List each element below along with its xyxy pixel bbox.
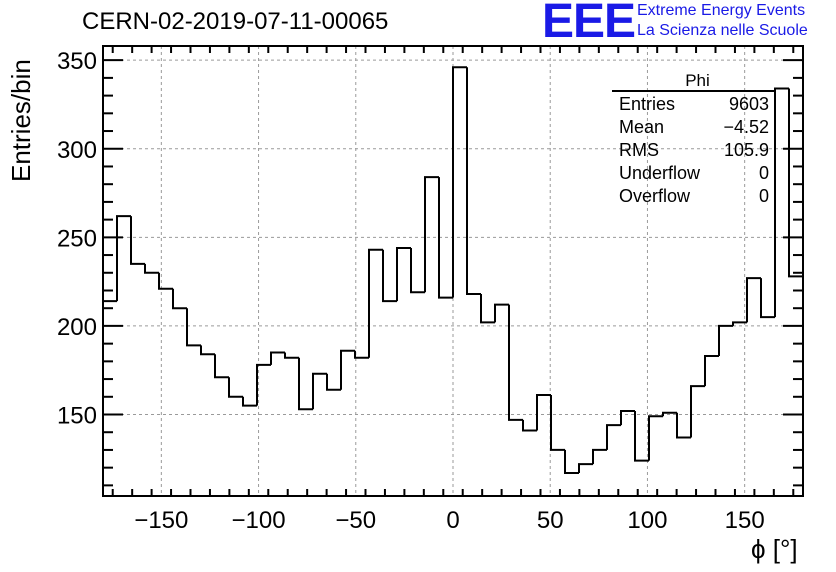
histogram-bin <box>732 321 747 326</box>
histogram-bin <box>326 373 341 391</box>
x-tick-label: −100 <box>232 507 286 534</box>
histogram-bin <box>172 288 187 310</box>
histogram-bin <box>158 272 173 290</box>
y-tick-label: 150 <box>57 403 97 430</box>
x-tick-label: 150 <box>725 507 765 534</box>
histogram-bin <box>774 87 789 318</box>
histogram-bin <box>298 357 313 411</box>
histogram-bin <box>550 395 565 451</box>
histogram-bin <box>690 385 705 438</box>
histogram-bin <box>466 67 481 296</box>
histogram-bin <box>144 263 159 274</box>
plot-frame <box>102 45 804 497</box>
histogram-bin <box>452 66 467 298</box>
histogram-bin <box>396 246 411 302</box>
histogram-bin <box>116 215 131 302</box>
histogram-bin <box>760 278 775 319</box>
histogram-bin <box>634 410 649 462</box>
axis-ticks <box>103 46 803 496</box>
histogram-bin <box>186 308 201 347</box>
histogram-bin <box>382 249 397 303</box>
histogram-bin <box>620 409 635 426</box>
logo-caption-line2: La Scienza nelle Scuole <box>637 22 808 39</box>
histogram-bin <box>228 377 243 398</box>
y-axis-label: Entries/bin <box>6 59 36 182</box>
stats-row-label: Overflow <box>619 186 691 206</box>
y-tick-label: 250 <box>57 225 97 252</box>
stats-box-title: Phi <box>685 71 710 90</box>
histogram-bin <box>564 449 579 474</box>
stats-row-label: Mean <box>619 117 664 137</box>
histogram-bin <box>284 352 299 359</box>
eee-logo-mark: EEE <box>542 0 636 48</box>
chart-title: CERN-02-2019-07-11-00065 <box>82 8 389 35</box>
histogram-bin <box>606 424 621 450</box>
stats-row-label: Entries <box>619 94 675 114</box>
grid-lines <box>103 46 803 496</box>
stats-row-value: 105.9 <box>724 140 769 160</box>
stats-row-label: RMS <box>619 140 659 160</box>
stats-row-value: −4.52 <box>723 117 769 137</box>
histogram-bin <box>788 88 803 278</box>
histogram-bin <box>704 355 719 387</box>
axis-tick-labels: −150 −100 −50 0 50 100 150 150 200 250 300 350 <box>57 48 765 534</box>
x-tick-label: −150 <box>134 507 188 534</box>
stats-row-value: 0 <box>759 186 769 206</box>
histogram-bin <box>494 303 509 323</box>
x-axis-label: ϕ [°] <box>751 534 798 564</box>
histogram-bin <box>438 177 453 299</box>
stats-row-value: 0 <box>759 163 769 183</box>
histogram-bin <box>130 216 145 265</box>
histogram-bin <box>676 412 691 439</box>
histogram-bin <box>200 345 215 356</box>
histogram-bin <box>214 354 229 379</box>
histogram-bin <box>340 349 355 390</box>
histogram-bin <box>718 324 733 357</box>
histogram-bin <box>648 415 663 461</box>
histogram-bin <box>662 411 677 417</box>
histogram-bin <box>424 176 439 293</box>
y-tick-label: 200 <box>57 314 97 341</box>
x-tick-label: 0 <box>446 507 459 534</box>
histogram-bin <box>242 396 257 407</box>
x-tick-label: 100 <box>627 507 667 534</box>
histogram-bin <box>354 350 369 359</box>
y-tick-label: 300 <box>57 137 97 164</box>
stats-box: Phi Entries 9603 Mean −4.52 RMS 105.9 Underflo… <box>612 71 775 206</box>
logo-caption-line1: Extreme Energy Events <box>637 2 806 19</box>
histogram-bin <box>368 248 383 358</box>
eee-logo: EEE Extreme Energy Events La Scienza nel… <box>540 0 830 48</box>
histogram-bin <box>270 351 285 365</box>
x-tick-label: 50 <box>537 507 564 534</box>
histogram-bin <box>508 304 523 421</box>
x-tick-label: −50 <box>335 507 376 534</box>
histogram-bin <box>522 419 537 432</box>
stats-row-value: 9603 <box>729 94 769 114</box>
histogram-bin <box>536 394 551 431</box>
histogram-bin <box>256 363 271 406</box>
histogram-bin <box>592 448 607 465</box>
histogram-bin <box>480 294 495 324</box>
histogram-bin <box>410 247 425 294</box>
histogram-bin <box>578 463 593 473</box>
histogram-bin <box>312 372 327 410</box>
histogram-bin <box>746 277 761 323</box>
stats-row-label: Underflow <box>619 163 701 183</box>
y-tick-label: 350 <box>57 48 97 75</box>
